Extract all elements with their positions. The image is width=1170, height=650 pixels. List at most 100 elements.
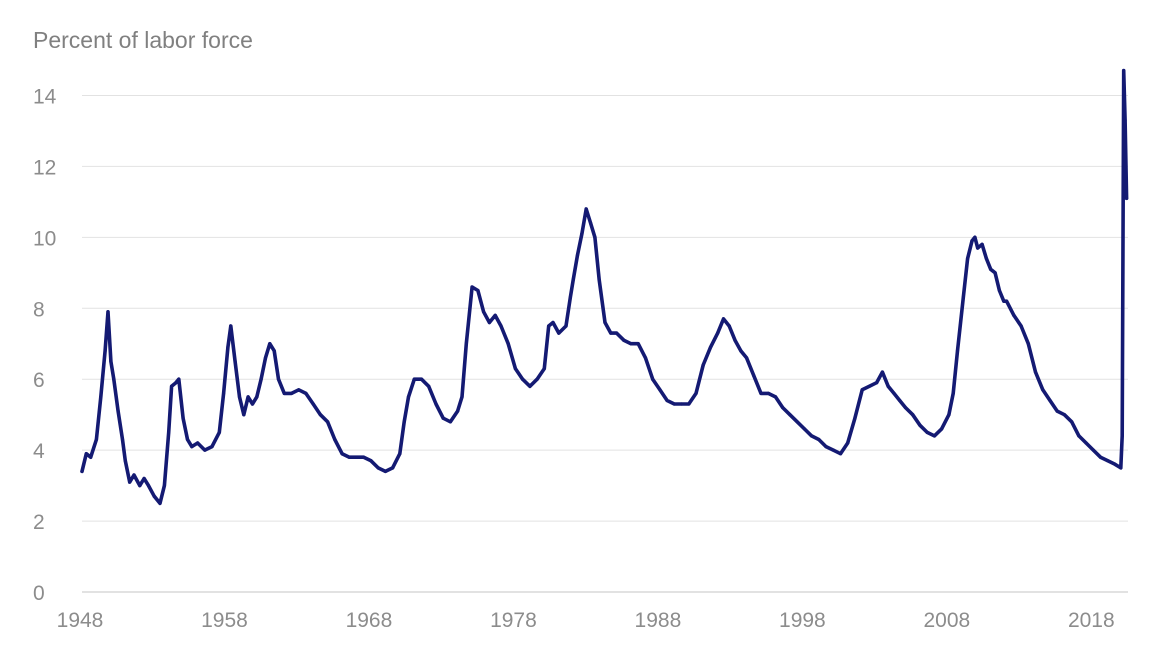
data-point [1113,462,1117,466]
data-point [210,445,214,449]
data-point [391,466,395,470]
data-point [1120,434,1124,438]
data-point [99,395,103,399]
y-tick-label-2: 2 [33,511,45,534]
data-point [1077,434,1081,438]
data-point [580,232,584,236]
data-point [701,363,705,367]
data-point [860,388,864,392]
data-point [460,395,464,399]
data-point [940,427,944,431]
data-point [203,448,207,452]
data-point [680,402,684,406]
data-point [1106,459,1110,463]
data-point [272,349,276,353]
data-point [629,342,633,346]
data-point [970,239,974,243]
data-point [1084,441,1088,445]
data-point [259,377,263,381]
data-point [162,484,166,488]
data-point [181,416,185,420]
data-point [482,310,486,314]
data-point [733,338,737,342]
data-point [727,324,731,328]
x-tick-label-1958: 1958 [201,609,248,632]
data-point [1070,420,1074,424]
data-point [925,430,929,434]
data-point [989,267,993,271]
data-point [535,377,539,381]
data-point [217,430,221,434]
data-point [984,257,989,261]
data-point [817,437,821,442]
data-point [1041,388,1045,392]
data-point [721,317,726,321]
data-point [1055,409,1059,413]
data-point [961,296,965,300]
data-point [158,501,162,505]
y-tick-label-14: 14 [33,85,57,108]
y-axis-title: Percent of labor force [33,27,253,53]
data-point [802,427,807,431]
data-point [980,242,984,246]
data-point [326,420,330,424]
data-point [276,377,281,381]
data-point [128,480,132,484]
data-point [615,331,619,335]
data-point [106,310,110,314]
x-tick-label-2018: 2018 [1068,609,1115,632]
data-point [1091,448,1095,452]
data-point [759,391,763,395]
data-point [1125,196,1129,200]
data-point [643,356,648,360]
data-point [947,413,951,417]
data-point [142,476,146,481]
data-point [311,402,315,406]
data-point [997,288,1002,293]
data-point [694,391,698,395]
data-point [773,395,778,399]
data-point [383,469,387,473]
data-point [402,420,406,424]
data-point [1048,398,1052,403]
data-point [824,445,828,449]
x-tick-label-2008: 2008 [923,609,970,632]
data-point [506,342,510,346]
data-point [237,395,242,399]
data-point [229,324,233,328]
data-point [441,416,445,420]
data-point [1123,118,1127,122]
data-point [880,370,885,374]
data-point [174,381,178,385]
data-point [376,466,380,470]
data-point [116,409,120,413]
data-point [547,324,551,328]
y-tick-label-12: 12 [33,156,56,179]
data-point [138,484,142,488]
data-point [369,459,373,463]
data-point [838,452,843,456]
data-point [1062,413,1066,417]
data-point [146,484,151,488]
data-point [752,374,756,378]
data-point [521,377,525,381]
data-point [1026,342,1030,346]
gridlines [82,94,1128,593]
data-point [354,455,359,459]
data-point [318,413,322,417]
data-point [853,416,857,420]
series-layer [80,68,1129,506]
data-point [456,409,460,413]
data-point [109,359,113,364]
y-tick-label-10: 10 [33,227,56,250]
data-point [867,384,872,388]
data-point [464,342,468,346]
data-point [810,434,814,438]
data-point [658,388,662,392]
data-point [551,320,555,325]
data-point [622,338,626,342]
data-point [412,377,416,381]
data-point [911,413,915,417]
data-point [406,395,411,399]
